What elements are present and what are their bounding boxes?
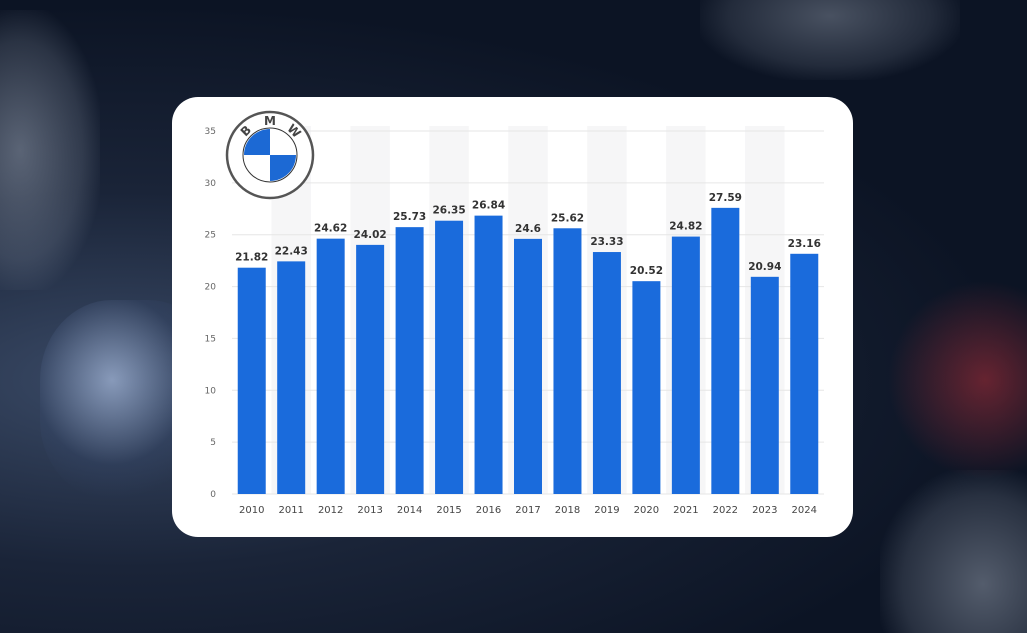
bar-2021 xyxy=(671,236,700,494)
data-label: 22.43 xyxy=(275,245,308,257)
data-label: 24.82 xyxy=(669,221,702,233)
data-label: 24.62 xyxy=(314,223,347,235)
x-tick-label: 2021 xyxy=(673,505,698,516)
x-tick-label: 2012 xyxy=(318,505,343,516)
bar-2013 xyxy=(356,244,385,494)
y-tick-label: 20 xyxy=(205,283,217,293)
data-label: 24.02 xyxy=(354,229,387,241)
bar-2019 xyxy=(592,252,621,494)
x-tick-label: 2023 xyxy=(752,505,777,516)
y-tick-label: 0 xyxy=(210,490,216,500)
data-label: 26.84 xyxy=(472,200,505,212)
x-tick-label: 2015 xyxy=(436,505,461,516)
x-tick-label: 2017 xyxy=(515,505,540,516)
bar-2023 xyxy=(750,276,779,494)
x-tick-label: 2022 xyxy=(713,505,738,516)
data-label: 24.6 xyxy=(515,223,541,235)
bar-2011 xyxy=(277,261,306,494)
y-tick-label: 35 xyxy=(205,127,216,137)
x-tick-label: 2011 xyxy=(278,505,303,516)
data-label: 20.94 xyxy=(748,261,781,273)
data-label: 20.52 xyxy=(630,265,663,277)
x-tick-label: 2020 xyxy=(634,505,659,516)
bar-2020 xyxy=(632,281,661,494)
background-blur-shape xyxy=(0,10,100,290)
y-tick-label: 30 xyxy=(205,179,217,189)
x-tick-label: 2019 xyxy=(594,505,619,516)
bmw-logo-quadrant xyxy=(270,155,296,181)
data-label: 25.62 xyxy=(551,212,584,224)
y-tick-label: 15 xyxy=(205,334,216,344)
data-label: 23.33 xyxy=(590,236,623,248)
data-label: 27.59 xyxy=(709,192,742,204)
x-tick-label: 2014 xyxy=(397,505,422,516)
bmw-logo-quadrant xyxy=(244,129,270,155)
data-label: 25.73 xyxy=(393,211,426,223)
x-tick-label: 2016 xyxy=(476,505,501,516)
data-label: 23.16 xyxy=(788,238,821,250)
x-tick-label: 2013 xyxy=(357,505,382,516)
bar-2016 xyxy=(474,215,503,494)
background-blur-shape xyxy=(700,0,960,80)
bar-2012 xyxy=(316,238,345,494)
bar-2015 xyxy=(435,220,464,494)
bar-2024 xyxy=(790,253,819,494)
y-tick-label: 5 xyxy=(210,438,216,448)
y-tick-label: 10 xyxy=(205,386,217,396)
background-car-taillight xyxy=(887,280,1027,480)
x-tick-label: 2010 xyxy=(239,505,264,516)
data-label: 26.35 xyxy=(432,205,465,217)
bar-2010 xyxy=(237,267,266,494)
y-tick-label: 25 xyxy=(205,231,216,241)
bar-2017 xyxy=(514,238,542,494)
x-tick-label: 2018 xyxy=(555,505,580,516)
bar-2022 xyxy=(711,207,740,494)
x-tick-label: 2024 xyxy=(792,505,817,516)
background-blur-shape xyxy=(880,470,1027,633)
bmw-logo-letter: M xyxy=(264,114,276,128)
data-label: 21.82 xyxy=(235,252,268,264)
bar-2014 xyxy=(395,227,424,495)
bar-2018 xyxy=(553,228,582,494)
